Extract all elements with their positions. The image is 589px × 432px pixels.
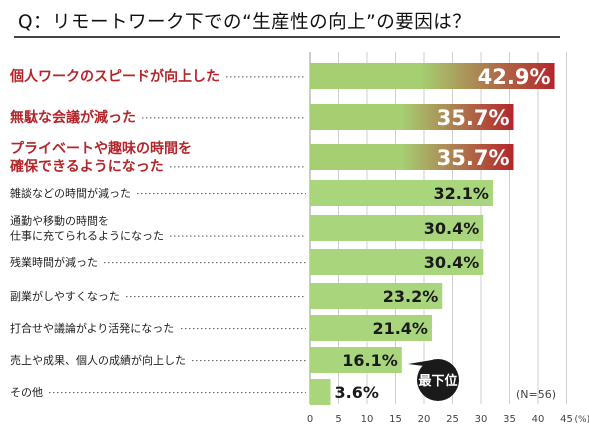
x-tick-label: 20 bbox=[418, 414, 431, 425]
value-label: 23.2% bbox=[383, 287, 439, 306]
callout-text: 最下位 bbox=[418, 373, 457, 389]
category-label: 雑談などの時間が減った bbox=[10, 186, 131, 200]
bar bbox=[310, 315, 432, 341]
sample-size-note: (N=56) bbox=[516, 388, 556, 401]
callout-bubble bbox=[417, 359, 459, 401]
category-label: 売上や成果、個人の成績が向上した bbox=[10, 353, 186, 367]
bar bbox=[310, 283, 443, 309]
value-label: 30.4% bbox=[424, 219, 480, 238]
category-label: 無駄な会議が減った bbox=[10, 109, 136, 126]
x-tick-label: 10 bbox=[361, 414, 374, 425]
category-label: 副業がしやすくなった bbox=[10, 289, 120, 303]
category-label: プライベートや趣味の時間を bbox=[10, 140, 192, 157]
bar bbox=[310, 215, 484, 241]
bar bbox=[310, 249, 484, 275]
value-label: 35.7% bbox=[437, 146, 510, 170]
value-label: 16.1% bbox=[342, 351, 398, 370]
value-label: 3.6% bbox=[335, 383, 379, 402]
category-label: 仕事に充てられるようになった bbox=[10, 228, 164, 242]
x-tick-label: 35 bbox=[503, 414, 516, 425]
category-label: その他 bbox=[10, 386, 43, 399]
x-tick-label: 40 bbox=[532, 414, 545, 425]
value-label: 21.4% bbox=[372, 319, 428, 338]
x-unit-label: (%) bbox=[575, 415, 589, 425]
bar bbox=[310, 104, 514, 130]
category-label: 通勤や移動の時間を bbox=[10, 213, 109, 227]
x-tick-label: 5 bbox=[335, 414, 341, 425]
value-label: 35.7% bbox=[437, 106, 510, 130]
bar bbox=[310, 63, 555, 89]
category-label: 打合せや議論がより活発になった bbox=[10, 321, 174, 335]
title-underline bbox=[14, 36, 560, 38]
value-label: 32.1% bbox=[433, 184, 489, 203]
x-tick-label: 0 bbox=[307, 414, 313, 425]
bar bbox=[310, 347, 402, 373]
category-label: 個人ワークのスピードが向上した bbox=[9, 68, 220, 85]
value-label: 30.4% bbox=[424, 253, 480, 272]
x-tick-label: 15 bbox=[389, 414, 402, 425]
bar bbox=[310, 144, 514, 170]
x-tick-label: 30 bbox=[475, 414, 488, 425]
value-label: 42.9% bbox=[478, 65, 551, 89]
x-tick-label: 45 bbox=[560, 414, 573, 425]
x-tick-label: 25 bbox=[446, 414, 459, 425]
bar bbox=[310, 180, 493, 206]
category-label: 残業時間が減った bbox=[10, 255, 98, 269]
category-label: 確保できるようになった bbox=[10, 158, 164, 175]
chart-title: Q：リモートワーク下での“生産性の向上”の要因は？ bbox=[18, 12, 472, 33]
bar bbox=[310, 379, 331, 405]
